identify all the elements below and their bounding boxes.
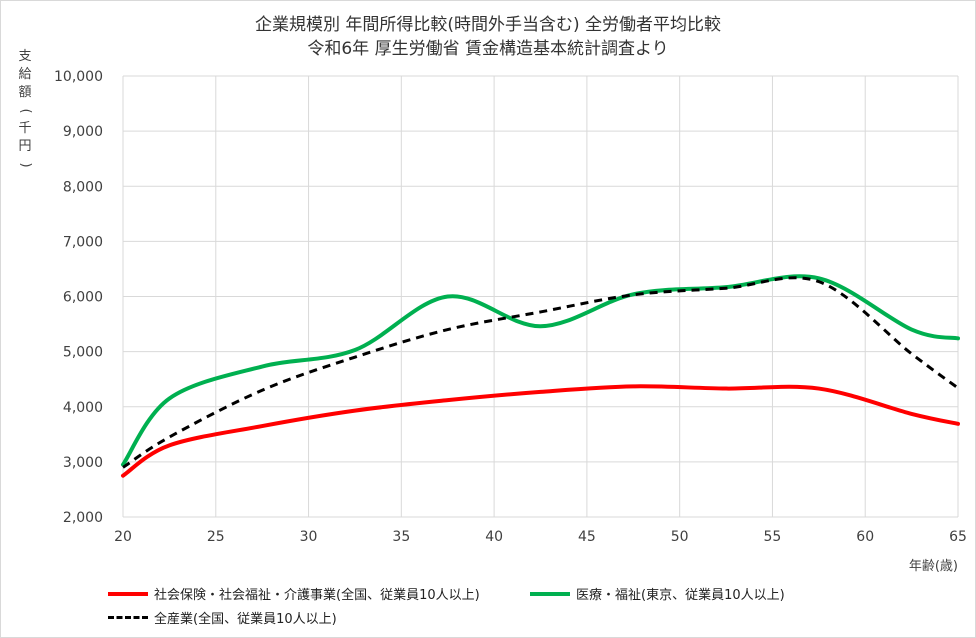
series-line-1 [121,384,960,478]
y-tick-label: 5,000 [63,345,103,361]
x-tick-label: 30 [300,529,318,545]
y-tick-label: 7,000 [63,234,103,250]
x-tick-label: 20 [114,529,132,545]
grid [122,75,959,518]
x-axis-label: 年齢(歳) [909,559,958,574]
y-tick-labels: 2,000 3,000 4,000 5,000 6,000 7,000 8,000 9,000… [54,69,103,526]
y-axis-label-char: 千 [18,121,32,136]
x-tick-label: 40 [485,529,503,545]
legend-item-series-3: 全産業(全国、従業員10人以上) [108,608,337,627]
y-tick-label: 9,000 [63,124,103,140]
y-axis-label: 支給額(千円) [16,48,34,174]
legend-swatch-series-2 [530,591,570,596]
legend-label-series-1: 社会保険・社会福祉・介護事業(全国、従業員10人以上) [154,588,480,603]
x-tick-label: 35 [392,529,410,545]
y-tick-label: 8,000 [63,179,103,195]
legend-item-series-1: 社会保険・社会福祉・介護事業(全国、従業員10人以上) [108,584,480,603]
legend-label-series-2: 医療・福祉(東京、従業員10人以上) [576,588,785,603]
legend-swatch-series-3 [108,616,148,619]
x-tick-label: 55 [764,529,782,545]
series-lines [121,274,960,478]
y-axis-label-char: 額 [18,85,32,100]
x-tick-label: 50 [671,529,689,545]
chart-title: 企業規模別 年間所得比較(時間外手当含む) 全労働者平均比較 [254,15,722,35]
x-tick-labels: 20 25 30 35 40 45 50 55 60 65 [114,529,967,545]
y-axis-label-char: 支 [18,49,32,64]
x-tick-label: 25 [207,529,225,545]
y-tick-label: 10,000 [54,69,103,85]
y-tick-label: 4,000 [63,400,103,416]
y-tick-label: 2,000 [63,510,103,526]
legend-label-series-3: 全産業(全国、従業員10人以上) [154,612,337,627]
x-tick-label: 65 [949,529,967,545]
y-axis-label-char: 給 [18,67,32,82]
series-line-3 [122,276,959,469]
x-tick-label: 60 [856,529,874,545]
y-tick-label: 3,000 [63,455,103,471]
legend-swatch-series-1 [108,591,148,596]
legend-item-series-2: 医療・福祉(東京、従業員10人以上) [530,584,785,603]
y-axis-label-char: 円 [18,139,32,154]
x-tick-label: 45 [578,529,596,545]
chart-subtitle: 令和6年 厚生労働省 賃金構造基本統計調査より [307,39,669,59]
y-tick-label: 6,000 [63,290,103,306]
series-line-2 [121,274,960,467]
